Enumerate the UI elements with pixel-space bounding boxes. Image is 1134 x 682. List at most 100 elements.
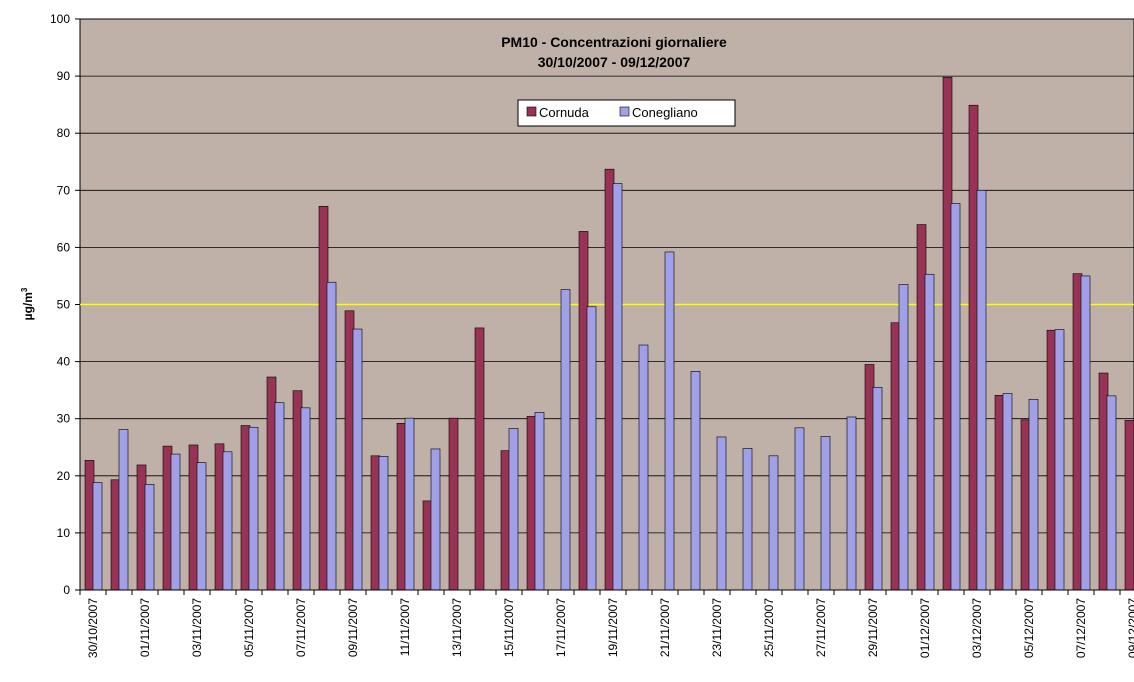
x-tick-label: 19/11/2007 xyxy=(606,598,620,657)
bar xyxy=(560,289,571,591)
bar xyxy=(144,484,155,591)
bar xyxy=(266,376,277,591)
bar xyxy=(950,203,961,591)
bar xyxy=(690,371,701,591)
bar xyxy=(500,450,511,591)
bar xyxy=(404,417,415,591)
x-tick-label: 17/11/2007 xyxy=(554,598,568,657)
y-tick-label: 80 xyxy=(57,126,71,140)
bar xyxy=(84,460,95,591)
bar xyxy=(188,444,199,591)
bar xyxy=(534,412,545,591)
bar xyxy=(820,436,831,591)
x-tick-label: 01/12/2007 xyxy=(918,598,932,658)
bar xyxy=(924,273,935,591)
bar xyxy=(118,429,129,591)
bar xyxy=(196,462,207,591)
y-tick-label: 10 xyxy=(57,526,71,540)
bar xyxy=(864,364,875,591)
x-tick-label: 30/10/2007 xyxy=(86,598,100,658)
bar xyxy=(1124,420,1134,591)
bar xyxy=(214,443,225,591)
x-tick-label: 03/12/2007 xyxy=(970,598,984,658)
y-tick-label: 0 xyxy=(63,583,70,597)
x-tick-label: 05/12/2007 xyxy=(1022,598,1036,658)
bar xyxy=(586,306,597,591)
bar xyxy=(898,284,909,591)
bar xyxy=(1054,329,1065,591)
y-axis-label-text: µg/m xyxy=(21,292,35,320)
bar xyxy=(768,455,779,591)
x-tick-label: 09/11/2007 xyxy=(346,598,360,657)
bar xyxy=(136,464,147,591)
bar xyxy=(1080,275,1091,591)
bar xyxy=(370,455,381,591)
bar xyxy=(716,436,727,591)
bar xyxy=(604,168,615,591)
legend: Cornuda Conegliano xyxy=(517,99,736,127)
x-tick-label: 25/11/2007 xyxy=(762,598,776,657)
bar xyxy=(448,417,459,591)
y-tick-label: 50 xyxy=(57,298,71,312)
y-tick-label: 30 xyxy=(57,412,71,426)
bar xyxy=(1020,419,1031,591)
bar xyxy=(916,224,927,591)
x-tick-label: 29/11/2007 xyxy=(866,598,880,657)
bar xyxy=(942,76,953,591)
y-axis-label-sup: 3 xyxy=(20,287,29,292)
bar xyxy=(578,231,589,591)
bar xyxy=(240,425,251,591)
bar xyxy=(378,456,389,591)
bar xyxy=(664,251,675,591)
bar xyxy=(326,281,337,591)
bar xyxy=(300,407,311,591)
bar xyxy=(422,500,433,591)
x-tick-label: 01/11/2007 xyxy=(138,598,152,657)
x-tick-label: 15/11/2007 xyxy=(502,598,516,657)
x-tick-label: 13/11/2007 xyxy=(450,598,464,657)
bar xyxy=(638,344,649,591)
bar xyxy=(92,482,103,591)
bar xyxy=(170,453,181,591)
x-tick-label: 27/11/2007 xyxy=(814,598,828,657)
bar xyxy=(1106,395,1117,591)
x-tick-label: 07/11/2007 xyxy=(294,598,308,657)
bar xyxy=(162,445,173,591)
bar xyxy=(248,426,259,591)
x-tick-label: 07/12/2007 xyxy=(1074,598,1088,658)
bar xyxy=(474,327,485,591)
chart-title: PM10 - Concentrazioni giornaliere xyxy=(501,34,727,50)
x-tick-label: 23/11/2007 xyxy=(710,598,724,657)
legend-box xyxy=(517,99,736,127)
legend-swatch xyxy=(619,106,630,117)
x-tick-label: 03/11/2007 xyxy=(190,598,204,657)
y-tick-label: 40 xyxy=(57,355,71,369)
bar xyxy=(742,448,753,591)
bar xyxy=(872,386,883,591)
bar xyxy=(994,394,1005,591)
y-tick-label: 100 xyxy=(50,12,70,26)
bar xyxy=(430,448,441,591)
y-axis-label: µg/m3 xyxy=(20,287,35,320)
x-tick-label: 21/11/2007 xyxy=(658,598,672,657)
bar xyxy=(1072,273,1083,591)
x-tick-label: 05/11/2007 xyxy=(242,598,256,657)
bar xyxy=(222,451,233,591)
y-tick-label: 60 xyxy=(57,240,71,254)
bar xyxy=(1028,398,1039,591)
y-tick-label: 20 xyxy=(57,469,71,483)
bar xyxy=(526,416,537,591)
bar xyxy=(274,402,285,591)
x-tick-label: 09/12/2007 xyxy=(1126,598,1134,658)
bar xyxy=(976,190,987,591)
bar xyxy=(890,322,901,591)
legend-label: Cornuda xyxy=(539,105,590,120)
bar xyxy=(846,416,857,591)
y-tick-label: 90 xyxy=(57,69,71,83)
x-tick-label: 11/11/2007 xyxy=(398,598,412,657)
bar xyxy=(968,104,979,591)
bar xyxy=(612,183,623,591)
chart-subtitle: 30/10/2007 - 09/12/2007 xyxy=(538,54,691,70)
legend-label: Conegliano xyxy=(632,105,698,120)
